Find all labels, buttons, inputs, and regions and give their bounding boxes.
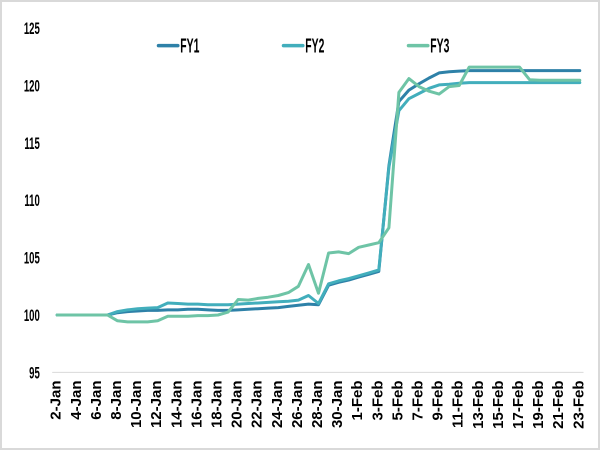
svg-text:12-Jan: 12-Jan xyxy=(148,381,165,429)
svg-text:105: 105 xyxy=(24,249,40,267)
svg-text:1-Feb: 1-Feb xyxy=(349,381,366,421)
svg-text:22-Jan: 22-Jan xyxy=(249,381,266,429)
svg-text:FY3: FY3 xyxy=(430,36,449,57)
svg-text:4-Jan: 4-Jan xyxy=(68,381,85,420)
svg-text:26-Jan: 26-Jan xyxy=(289,381,306,429)
svg-text:FY2: FY2 xyxy=(305,36,324,57)
svg-text:FY1: FY1 xyxy=(180,36,199,57)
svg-text:28-Jan: 28-Jan xyxy=(309,381,326,429)
svg-text:125: 125 xyxy=(24,19,40,37)
svg-text:3-Feb: 3-Feb xyxy=(369,381,386,421)
svg-text:21-Feb: 21-Feb xyxy=(550,381,567,429)
svg-text:6-Jan: 6-Jan xyxy=(88,381,105,420)
svg-text:100: 100 xyxy=(24,306,40,324)
svg-text:11-Feb: 11-Feb xyxy=(450,381,467,429)
svg-text:17-Feb: 17-Feb xyxy=(510,381,527,429)
svg-text:9-Feb: 9-Feb xyxy=(430,381,447,421)
svg-text:10-Jan: 10-Jan xyxy=(128,381,145,429)
svg-text:19-Feb: 19-Feb xyxy=(530,381,547,429)
svg-text:110: 110 xyxy=(24,191,39,209)
svg-text:13-Feb: 13-Feb xyxy=(470,381,487,429)
svg-text:18-Jan: 18-Jan xyxy=(209,381,226,429)
svg-text:30-Jan: 30-Jan xyxy=(329,381,346,429)
svg-text:15-Feb: 15-Feb xyxy=(490,381,507,429)
svg-text:16-Jan: 16-Jan xyxy=(188,381,205,429)
svg-text:2-Jan: 2-Jan xyxy=(48,381,65,420)
svg-text:120: 120 xyxy=(24,77,40,95)
svg-text:95: 95 xyxy=(29,364,40,382)
svg-text:8-Jan: 8-Jan xyxy=(108,381,125,420)
svg-text:24-Jan: 24-Jan xyxy=(269,381,286,429)
svg-text:7-Feb: 7-Feb xyxy=(410,381,427,421)
svg-text:23-Feb: 23-Feb xyxy=(570,381,587,429)
svg-text:5-Feb: 5-Feb xyxy=(389,381,406,421)
svg-text:20-Jan: 20-Jan xyxy=(229,381,246,429)
svg-text:14-Jan: 14-Jan xyxy=(168,381,185,429)
svg-text:115: 115 xyxy=(24,134,40,152)
